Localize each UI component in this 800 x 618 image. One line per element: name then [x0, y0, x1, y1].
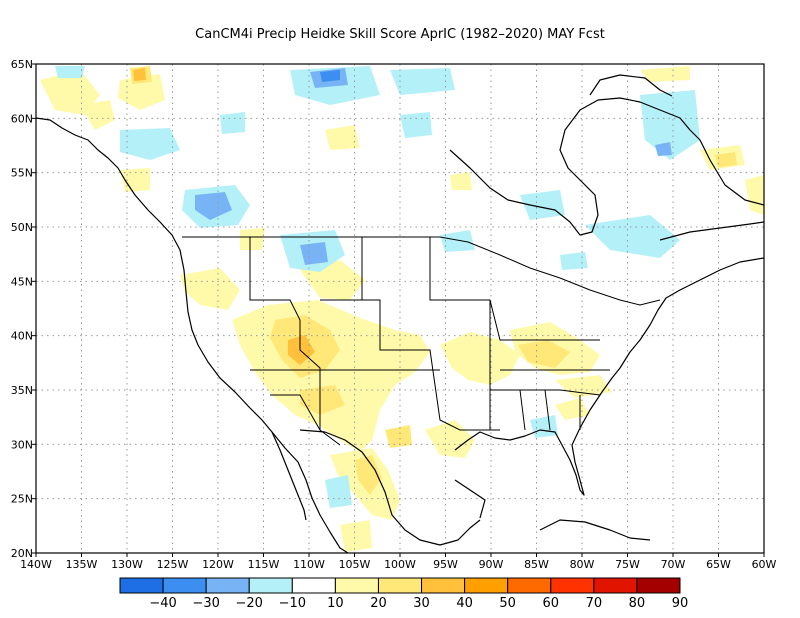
legend-swatch	[291, 577, 336, 594]
lon-tick-label: 125W	[157, 558, 189, 571]
color-legend: −40 −30 −20 −10 10 20 30 40 50 60 70 80 90	[119, 577, 689, 611]
legend-label: 80	[629, 596, 646, 611]
lon-tick-label: 130W	[111, 558, 143, 571]
legend-swatch	[464, 577, 509, 594]
lon-tick-label: 70W	[661, 558, 686, 571]
legend-swatch	[162, 577, 207, 594]
lat-tick-label: 35N	[11, 384, 33, 397]
lon-tick-label: 65W	[706, 558, 731, 571]
legend-swatch	[593, 577, 638, 594]
lat-tick-label: 50N	[11, 221, 33, 234]
legend-label: 60	[542, 596, 559, 611]
lat-tick-label: 25N	[11, 493, 33, 506]
lon-tick-label: 95W	[433, 558, 458, 571]
legend-label: 50	[499, 596, 516, 611]
legend-swatch	[119, 577, 164, 594]
longitude-axis: 140W 135W 130W 125W 120W 115W 110W 105W 100W 95W 9…	[20, 553, 777, 571]
lon-tick-label: 100W	[384, 558, 416, 571]
lat-tick-label: 20N	[11, 547, 33, 560]
lon-tick-label: 135W	[66, 558, 98, 571]
legend-label: 20	[370, 596, 387, 611]
lon-tick-label: 120W	[202, 558, 234, 571]
legend-swatch	[377, 577, 423, 594]
legend-swatch	[334, 577, 379, 594]
lat-tick-label: 60N	[11, 112, 33, 125]
lat-tick-label: 55N	[11, 167, 33, 180]
skill-shading	[40, 66, 764, 552]
legend-swatch	[205, 577, 250, 594]
lon-tick-label: 80W	[570, 558, 595, 571]
political-borders	[182, 236, 661, 446]
lat-lon-grid	[36, 64, 764, 553]
lat-tick-label: 65N	[11, 58, 33, 71]
lat-tick-label: 40N	[11, 330, 33, 343]
legend-label: −40	[149, 596, 176, 611]
legend-label: 40	[456, 596, 473, 611]
lon-tick-label: 110W	[293, 558, 325, 571]
legend-label: 30	[413, 596, 430, 611]
legend-label: 90	[672, 596, 689, 611]
latitude-axis: 20N 25N 30N 35N 40N 45N 50N 55N 60N 65N	[11, 58, 36, 560]
legend-label: 10	[327, 596, 344, 611]
lon-tick-label: 60W	[752, 558, 777, 571]
lon-tick-label: 140W	[20, 558, 52, 571]
lon-tick-label: 75W	[615, 558, 640, 571]
lon-tick-label: 85W	[524, 558, 549, 571]
lon-tick-label: 105W	[339, 558, 371, 571]
legend-swatch	[507, 577, 552, 594]
legend-label: −30	[192, 596, 219, 611]
map-title: CanCM4i Precip Heidke Skill Score AprIC …	[195, 27, 605, 42]
legend-label: 70	[586, 596, 603, 611]
legend-label: −10	[279, 596, 306, 611]
legend-swatch	[636, 577, 681, 594]
lon-tick-label: 115W	[248, 558, 280, 571]
lat-tick-label: 30N	[11, 438, 33, 451]
legend-swatch	[248, 577, 293, 594]
coastlines	[36, 74, 764, 553]
legend-swatch	[550, 577, 595, 594]
lat-tick-label: 45N	[11, 275, 33, 288]
legend-swatch	[421, 577, 466, 594]
legend-label: −20	[236, 596, 263, 611]
lon-tick-label: 90W	[479, 558, 504, 571]
